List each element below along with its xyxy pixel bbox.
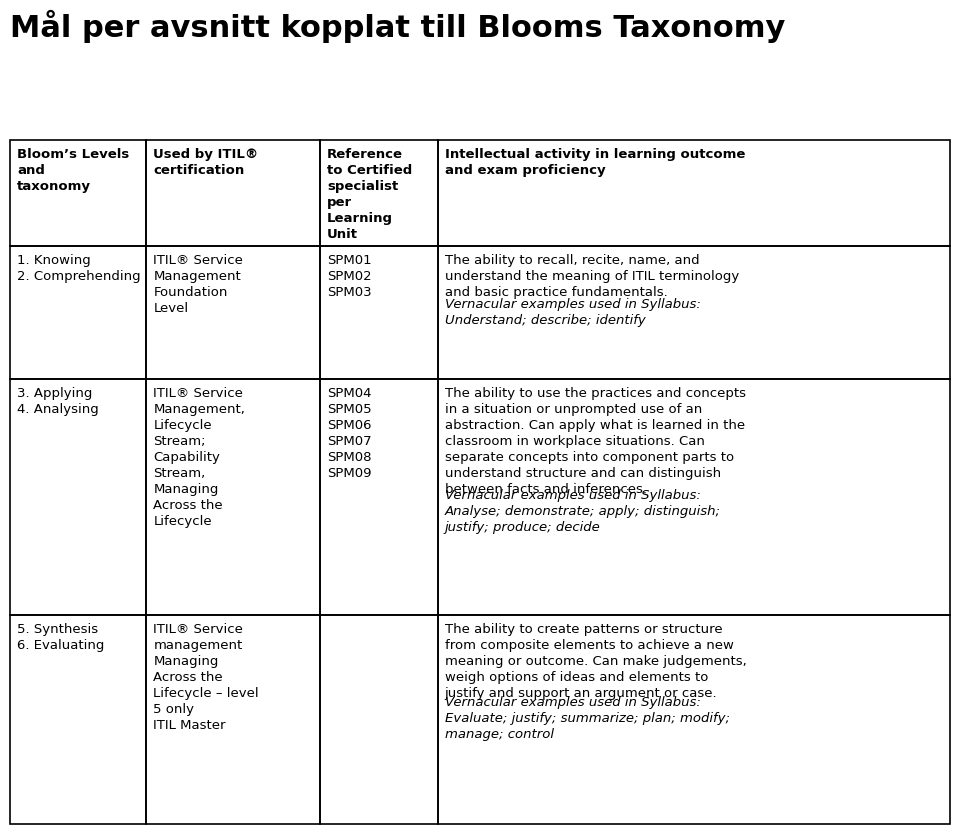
Text: 5. Synthesis
6. Evaluating: 5. Synthesis 6. Evaluating (17, 623, 105, 652)
Bar (10, 140, 146, 246)
Text: The ability to create patterns or structure
from composite elements to achieve a: The ability to create patterns or struct… (444, 623, 747, 701)
Bar (10, 615, 146, 824)
Bar (438, 615, 950, 824)
Text: 3. Applying
4. Analysing: 3. Applying 4. Analysing (17, 388, 99, 416)
Text: Used by ITIL®
certification: Used by ITIL® certification (154, 148, 258, 177)
Bar (146, 140, 321, 246)
Bar (321, 140, 438, 246)
Text: The ability to recall, recite, name, and
understand the meaning of ITIL terminol: The ability to recall, recite, name, and… (444, 254, 739, 299)
Text: Intellectual activity in learning outcome
and exam proficiency: Intellectual activity in learning outcom… (444, 148, 745, 177)
Text: SPM04
SPM05
SPM06
SPM07
SPM08
SPM09: SPM04 SPM05 SPM06 SPM07 SPM08 SPM09 (327, 388, 372, 480)
Text: ITIL® Service
Management,
Lifecycle
Stream;
Capability
Stream,
Managing
Across t: ITIL® Service Management, Lifecycle Stre… (154, 388, 245, 529)
Bar (321, 379, 438, 615)
Text: ITIL® Service
Management
Foundation
Level: ITIL® Service Management Foundation Leve… (154, 254, 243, 315)
Bar (146, 615, 321, 824)
Text: Vernacular examples used in Syllabus:
Understand; describe; identify: Vernacular examples used in Syllabus: Un… (444, 298, 701, 327)
Text: Bloom’s Levels
and
taxonomy: Bloom’s Levels and taxonomy (17, 148, 130, 193)
Bar (438, 246, 950, 379)
Bar (438, 140, 950, 246)
Text: ITIL® Service
management
Managing
Across the
Lifecycle – level
5 only
ITIL Maste: ITIL® Service management Managing Across… (154, 623, 259, 732)
Text: Reference
to Certified
specialist
per
Learning
Unit: Reference to Certified specialist per Le… (327, 148, 413, 241)
Text: The ability to use the practices and concepts
in a situation or unprompted use o: The ability to use the practices and con… (444, 388, 746, 496)
Bar (321, 246, 438, 379)
Text: 1. Knowing
2. Comprehending: 1. Knowing 2. Comprehending (17, 254, 140, 283)
Bar (10, 246, 146, 379)
Text: Vernacular examples used in Syllabus:
Analyse; demonstrate; apply; distinguish;
: Vernacular examples used in Syllabus: An… (444, 489, 721, 534)
Text: SPM01
SPM02
SPM03: SPM01 SPM02 SPM03 (327, 254, 372, 299)
Bar (146, 379, 321, 615)
Bar (10, 379, 146, 615)
Text: Vernacular examples used in Syllabus:
Evaluate; justify; summarize; plan; modify: Vernacular examples used in Syllabus: Ev… (444, 696, 730, 741)
Text: Mål per avsnitt kopplat till Blooms Taxonomy: Mål per avsnitt kopplat till Blooms Taxo… (10, 10, 785, 43)
Bar (146, 246, 321, 379)
Bar (321, 615, 438, 824)
Bar (438, 379, 950, 615)
